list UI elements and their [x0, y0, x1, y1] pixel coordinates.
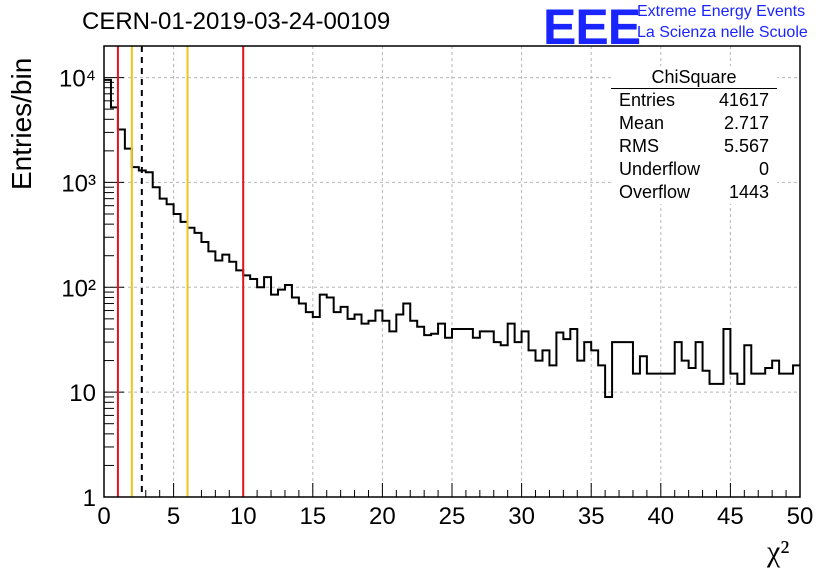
stats-value: 0 — [758, 159, 769, 179]
stats-row: Entries 41617 — [611, 89, 777, 112]
y-tick-label: 10⁴ — [59, 66, 96, 93]
x-tick-label: 20 — [369, 503, 396, 530]
y-tick-label: 10 — [69, 380, 96, 407]
stats-value: 2.717 — [723, 113, 769, 133]
stats-title: ChiSquare — [611, 66, 777, 89]
stats-box: ChiSquare Entries 41617 Mean 2.717 RMS 5… — [611, 66, 777, 204]
x-tick-label: 0 — [97, 503, 110, 530]
grid-layer — [104, 46, 800, 497]
ticks-layer: 0 5 10 15 20 25 30 35 40 45 50 1 10 10² 10³ 10⁴ — [59, 45, 814, 530]
x-tick-label: 40 — [647, 503, 674, 530]
x-tick-label: 10 — [230, 503, 257, 530]
reference-lines — [116, 46, 245, 497]
x-tick-label: 50 — [787, 503, 814, 530]
x-tick-label: 45 — [717, 503, 744, 530]
stats-label: RMS — [619, 136, 659, 156]
stats-value: 1443 — [728, 182, 769, 202]
stats-label: Entries — [619, 90, 676, 110]
logo-line-1: Extreme Energy Events — [637, 3, 806, 20]
x-tick-label: 25 — [439, 503, 466, 530]
stats-value: 41617 — [718, 90, 769, 110]
x-tick-label: 15 — [299, 503, 326, 530]
eee-logo: EEE — [543, 0, 641, 55]
x-tick-label: 30 — [508, 503, 535, 530]
histogram-series — [104, 78, 800, 398]
stats-row: RMS 5.567 — [611, 135, 777, 158]
stats-value: 5.567 — [723, 136, 769, 156]
stats-row: Mean 2.717 — [611, 112, 777, 135]
y-tick-label: 10³ — [61, 170, 96, 197]
chart-title: CERN-01-2019-03-24-00109 — [82, 8, 391, 35]
stats-row: Overflow 1443 — [611, 181, 777, 204]
x-tick-label: 35 — [578, 503, 605, 530]
stats-row: Underflow 0 — [611, 158, 777, 181]
plot-frame — [103, 45, 801, 498]
y-axis-label: Entries/bin — [6, 57, 37, 190]
stats-label: Mean — [619, 113, 665, 133]
x-tick-label: 5 — [167, 503, 180, 530]
y-tick-label: 1 — [83, 485, 96, 512]
y-tick-label: 10² — [61, 275, 96, 302]
stats-label: Overflow — [619, 182, 691, 202]
x-axis-label: χ² — [767, 535, 790, 568]
stats-label: Underflow — [619, 159, 701, 179]
logo-line-2: La Scienza nelle Scuole — [637, 24, 808, 41]
